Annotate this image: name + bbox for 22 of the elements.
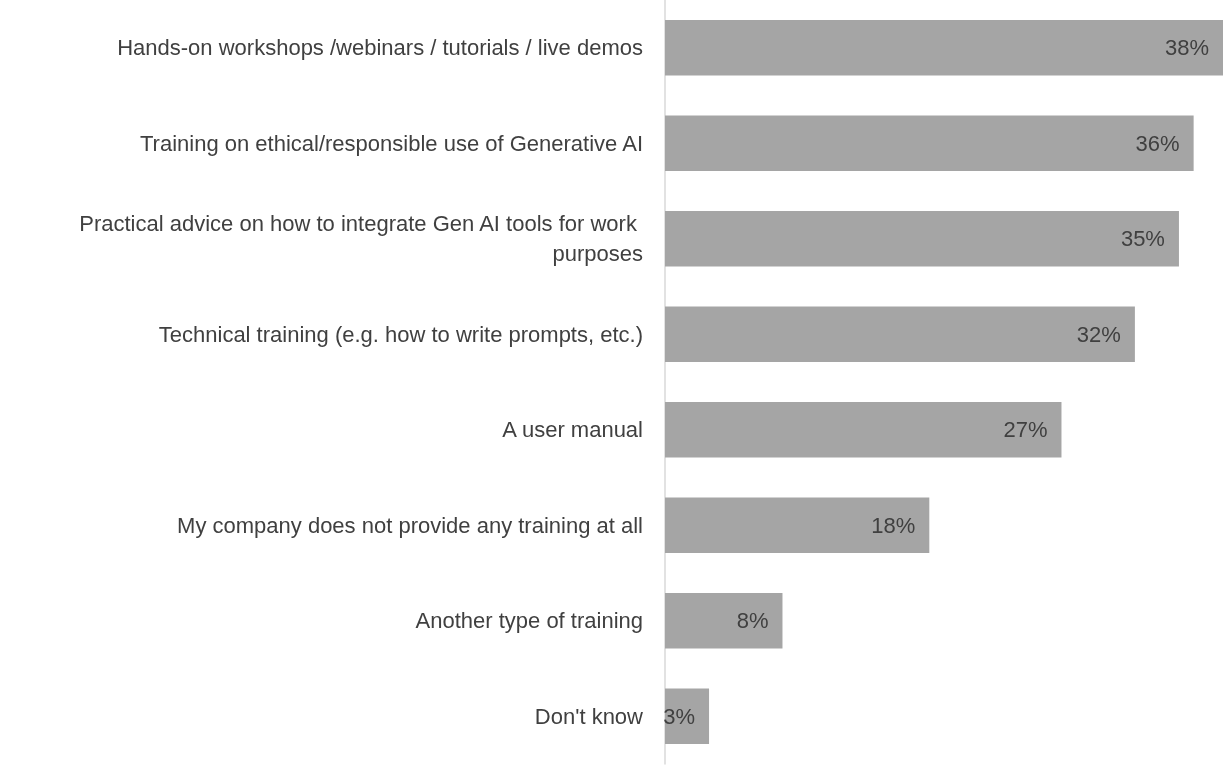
data-label: 36%: [1135, 130, 1180, 156]
bar: [665, 402, 1062, 458]
data-label: 38%: [1164, 35, 1209, 61]
y-tick-label: A user manual: [502, 417, 643, 443]
bar: [665, 593, 783, 649]
y-tick-label: Technical training (e.g. how to write prompts, etc.): [158, 321, 643, 347]
bar: [665, 497, 930, 553]
y-tick-label: Don't know: [534, 703, 644, 729]
y-tick-label: Another type of training: [415, 608, 643, 634]
y-tick-label: My company does not provide any training at all: [177, 512, 643, 538]
data-label: 35%: [1120, 226, 1165, 252]
y-tick-label: Training on ethical/responsible use of Generative AI: [139, 130, 643, 156]
data-label: 8%: [736, 608, 769, 634]
bar: [665, 306, 1135, 362]
bar: [665, 211, 1179, 267]
data-label: 18%: [871, 512, 916, 538]
bar: [665, 115, 1194, 171]
y-tick-label: Hands-on workshops /webinars / tutorials / live demos: [117, 35, 643, 61]
bar: [665, 20, 1223, 76]
y-tick-label: Practical advice on how to integrate Gen AI tools for work purposes: [79, 211, 643, 267]
data-label: 27%: [1003, 417, 1048, 443]
data-label: 32%: [1076, 321, 1121, 347]
